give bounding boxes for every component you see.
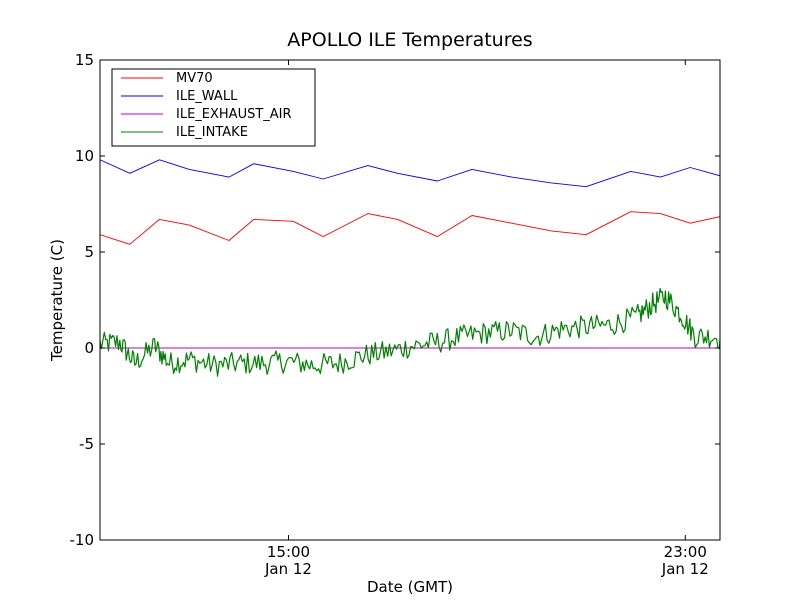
legend-label: ILE_EXHAUST_AIR [176, 107, 292, 122]
series-line-ile-wall [100, 159, 720, 188]
y-tick-label: -5 [79, 435, 94, 453]
x-tick-date-label: Jan 12 [661, 560, 709, 578]
legend-label: MV70 [176, 71, 213, 86]
plot-frame [99, 59, 721, 541]
chart-title: APOLLO ILE Temperatures [287, 29, 532, 51]
legend-label: ILE_WALL [176, 89, 238, 104]
x-axis-label: Date (GMT) [367, 578, 453, 596]
legend-label: ILE_INTAKE [176, 125, 248, 140]
y-tick-label: 5 [84, 243, 94, 261]
legend-box [111, 68, 316, 147]
x-tick-date-label: Jan 12 [264, 560, 312, 578]
y-axis-label: Temperature (C) [48, 239, 66, 362]
y-tick-label: 10 [75, 147, 94, 165]
x-tick-time-label: 15:00 [267, 543, 310, 561]
x-tick-time-label: 23:00 [664, 543, 707, 561]
y-tick-label: 0 [84, 339, 94, 357]
legend: MV70 ILE_WALL ILE_EXHAUST_AIR ILE_INTAKE [111, 68, 316, 147]
y-tick-label: -10 [70, 531, 95, 549]
series-line-ile-intake [100, 287, 720, 377]
y-tick-label: 15 [75, 51, 94, 69]
y-axis: 15 10 5 0 -5 -10 [70, 51, 720, 549]
series-line-mv70 [100, 211, 720, 245]
